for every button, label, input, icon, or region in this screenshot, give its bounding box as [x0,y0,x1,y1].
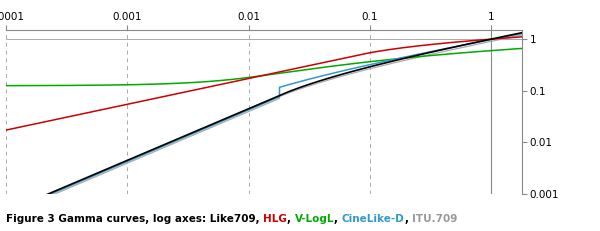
Text: ,: , [404,214,412,224]
Text: HLG: HLG [263,214,287,224]
Text: ,: , [334,214,342,224]
Text: ,: , [287,214,295,224]
Text: V-LogL: V-LogL [295,214,334,224]
Text: ITU.709: ITU.709 [412,214,458,224]
Text: Figure 3 Gamma curves, log axes: Like709,: Figure 3 Gamma curves, log axes: Like709… [6,214,263,224]
Text: CineLike-D: CineLike-D [342,214,404,224]
